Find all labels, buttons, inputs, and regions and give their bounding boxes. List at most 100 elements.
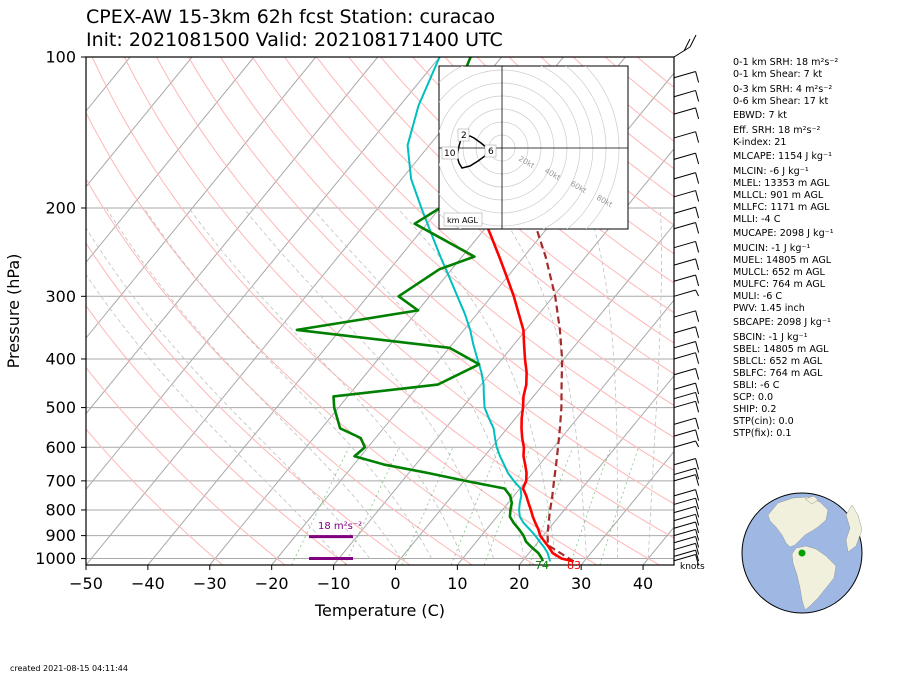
wind-barb [673, 352, 700, 364]
moist-adiabat [587, 207, 618, 559]
dry-adiabat [187, 57, 674, 505]
hodograph-inset: 2 6 10 20kt 40kt 60kt 80kt km AGL [438, 65, 629, 230]
moist-adiabat [647, 207, 662, 559]
barb-flag [695, 131, 700, 143]
mixing-ratio-line [569, 447, 612, 565]
index-line: SCP: 0.0 [733, 391, 774, 403]
mixing-ratio-line [599, 447, 640, 565]
barb-shaft [673, 206, 696, 214]
barb-flag [695, 368, 700, 380]
isotherm-line [86, 57, 379, 415]
x-tick-label: 30 [571, 574, 591, 593]
index-line: MULI: -6 C [733, 290, 783, 302]
dry-adiabat [91, 57, 598, 565]
barb-shaft [673, 513, 696, 522]
barb-flag [695, 536, 700, 548]
barb-shaft [673, 46, 691, 58]
barb-shaft [673, 400, 696, 409]
index-line: EBWD: 7 kt [733, 110, 787, 121]
moist-adiabat [86, 227, 371, 559]
barb-flag [695, 543, 700, 555]
surface-temperature-label: 83 [567, 559, 581, 572]
globe-africa-europe-edge [845, 504, 863, 553]
barb-shaft [673, 326, 696, 334]
wind-barb [673, 152, 700, 165]
x-tick-label: 10 [447, 574, 467, 593]
index-line: Eff. SRH: 18 m²s⁻² [733, 124, 821, 136]
wind-barb [673, 467, 700, 480]
barb-flag [695, 258, 700, 271]
y-tick-label: 800 [45, 500, 76, 519]
wind-barb [673, 89, 700, 102]
y-tick-label: 300 [45, 287, 76, 306]
index-line: STP(fix): 0.1 [733, 427, 792, 439]
dewpoint-profile [295, 57, 544, 562]
barb-flag [695, 417, 700, 430]
mixing-ratio-line [401, 447, 454, 565]
wind-barb [673, 521, 700, 534]
barb-shaft [673, 152, 696, 160]
barb-flag [695, 190, 700, 202]
parcel-profile [486, 96, 575, 563]
wind-barb [673, 367, 700, 380]
index-line: MULFC: 764 m AGL [733, 278, 826, 290]
barb-flag [695, 474, 700, 486]
barb-shaft [673, 521, 696, 529]
dry-adiabat [380, 57, 674, 314]
hodograph-legend-box [443, 212, 483, 227]
barb-flag [695, 71, 700, 83]
srh-bar-label: 18 m²s⁻² [318, 521, 362, 532]
isotherm-line [518, 375, 674, 565]
wind-barb [673, 391, 700, 404]
barb-shaft [673, 240, 696, 249]
wind-barb [673, 258, 700, 271]
profiles [295, 57, 575, 563]
index-line: 0-1 km Shear: 7 kt [733, 69, 823, 80]
dry-adiabat [123, 57, 660, 565]
barb-flag [695, 554, 700, 566]
barb-shaft [673, 429, 696, 437]
barb-shaft [673, 289, 696, 297]
moist-adiabat [105, 207, 402, 559]
index-line: MLCAPE: 1154 J kg⁻¹ [733, 151, 832, 162]
moist-adiabat [243, 207, 494, 559]
barb-flag [695, 152, 700, 165]
barb-units-label: knots [680, 562, 705, 572]
wind-barb [673, 400, 700, 413]
wetbulb-profile [406, 57, 552, 562]
barb-shaft [673, 131, 696, 139]
index-line: 0-6 km Shear: 17 kt [733, 95, 829, 107]
hodograph-label-10: 10 [444, 149, 456, 159]
barb-flag [695, 289, 700, 297]
dry-adiabat [86, 304, 348, 565]
chart-title-line2: Init: 2021081500 Valid: 202108171400 UTC [86, 29, 503, 51]
barb-shaft [673, 549, 696, 557]
wind-barb [673, 489, 700, 501]
mixing-ratio-line [450, 447, 500, 565]
wind-barb [673, 222, 700, 234]
barb-shaft [673, 107, 696, 115]
wind-barb [673, 172, 700, 184]
wind-barb [673, 440, 700, 448]
wind-barb [673, 382, 700, 395]
dry-adiabat [86, 428, 223, 565]
mixing-ratio-line [344, 447, 400, 565]
isotherm-line [86, 57, 441, 491]
barb-shaft [673, 536, 696, 544]
indices-panel: 0-1 km SRH: 18 m²s⁻² 0-1 km Shear: 7 kt 0-… [733, 57, 838, 440]
y-tick-label: 1000 [35, 549, 76, 568]
y-tick-label: 200 [45, 198, 76, 217]
moist-adiabat [311, 207, 525, 559]
x-tick-label: −20 [255, 574, 289, 593]
x-tick-label: 0 [390, 574, 400, 593]
moist-adiabat [188, 207, 463, 559]
index-line: MLCIN: -6 J kg⁻¹ [733, 165, 809, 177]
barb-shaft [673, 172, 696, 180]
wind-barb [673, 131, 700, 143]
index-line: 0-3 km SRH: 4 m²s⁻² [733, 83, 833, 95]
wind-barb [673, 528, 700, 541]
moist-adiabat [495, 207, 587, 559]
x-tick-label: −30 [193, 574, 227, 593]
index-line: MUCAPE: 2098 J kg⁻¹ [733, 228, 834, 239]
barb-flag [695, 506, 700, 518]
